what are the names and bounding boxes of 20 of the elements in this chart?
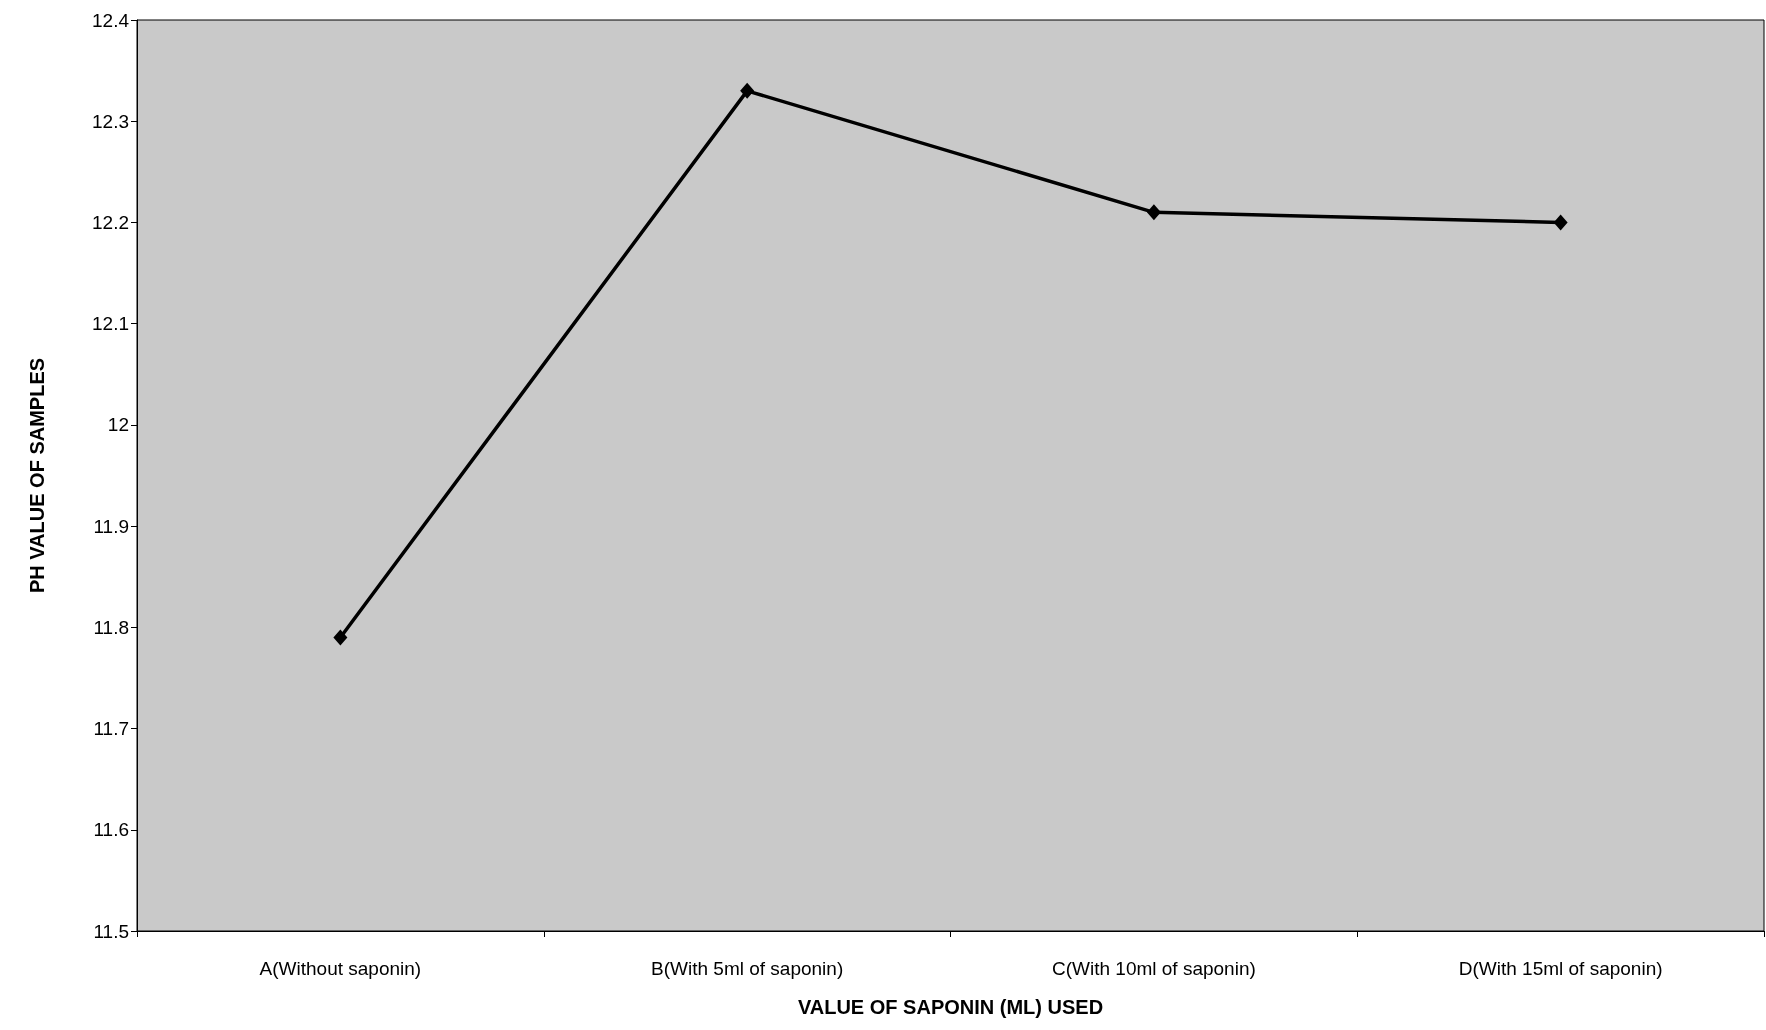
y-tick-label: 11.5 — [93, 920, 129, 942]
x-tick-label: A(Without saponin) — [259, 958, 422, 979]
y-tick-label: 11.6 — [93, 819, 129, 841]
x-tick-label: B(With 5ml of saponin) — [651, 958, 844, 979]
x-tick-label: D(With 15ml of saponin) — [1458, 958, 1663, 979]
y-tick-label: 12.2 — [92, 211, 129, 233]
x-axis-title: VALUE OF SAPONIN (ML) USED — [797, 996, 1104, 1018]
y-tick-label: 11.9 — [93, 515, 129, 537]
x-tick-label: C(With 10ml of saponin) — [1051, 958, 1256, 979]
y-tick-label: 11.7 — [93, 718, 129, 740]
y-tick-label: 11.8 — [93, 616, 129, 638]
point — [333, 629, 348, 646]
y-tick-label: 12.3 — [92, 110, 129, 132]
y-tick-label: 12.1 — [92, 313, 129, 335]
y-axis-title: PH VALUE OF SAMPLES — [26, 357, 48, 594]
point — [740, 82, 755, 99]
point — [1553, 214, 1568, 231]
point — [1146, 204, 1161, 221]
y-tick-label: 12 — [107, 414, 129, 436]
y-tick-label: 12.4 — [92, 9, 130, 31]
